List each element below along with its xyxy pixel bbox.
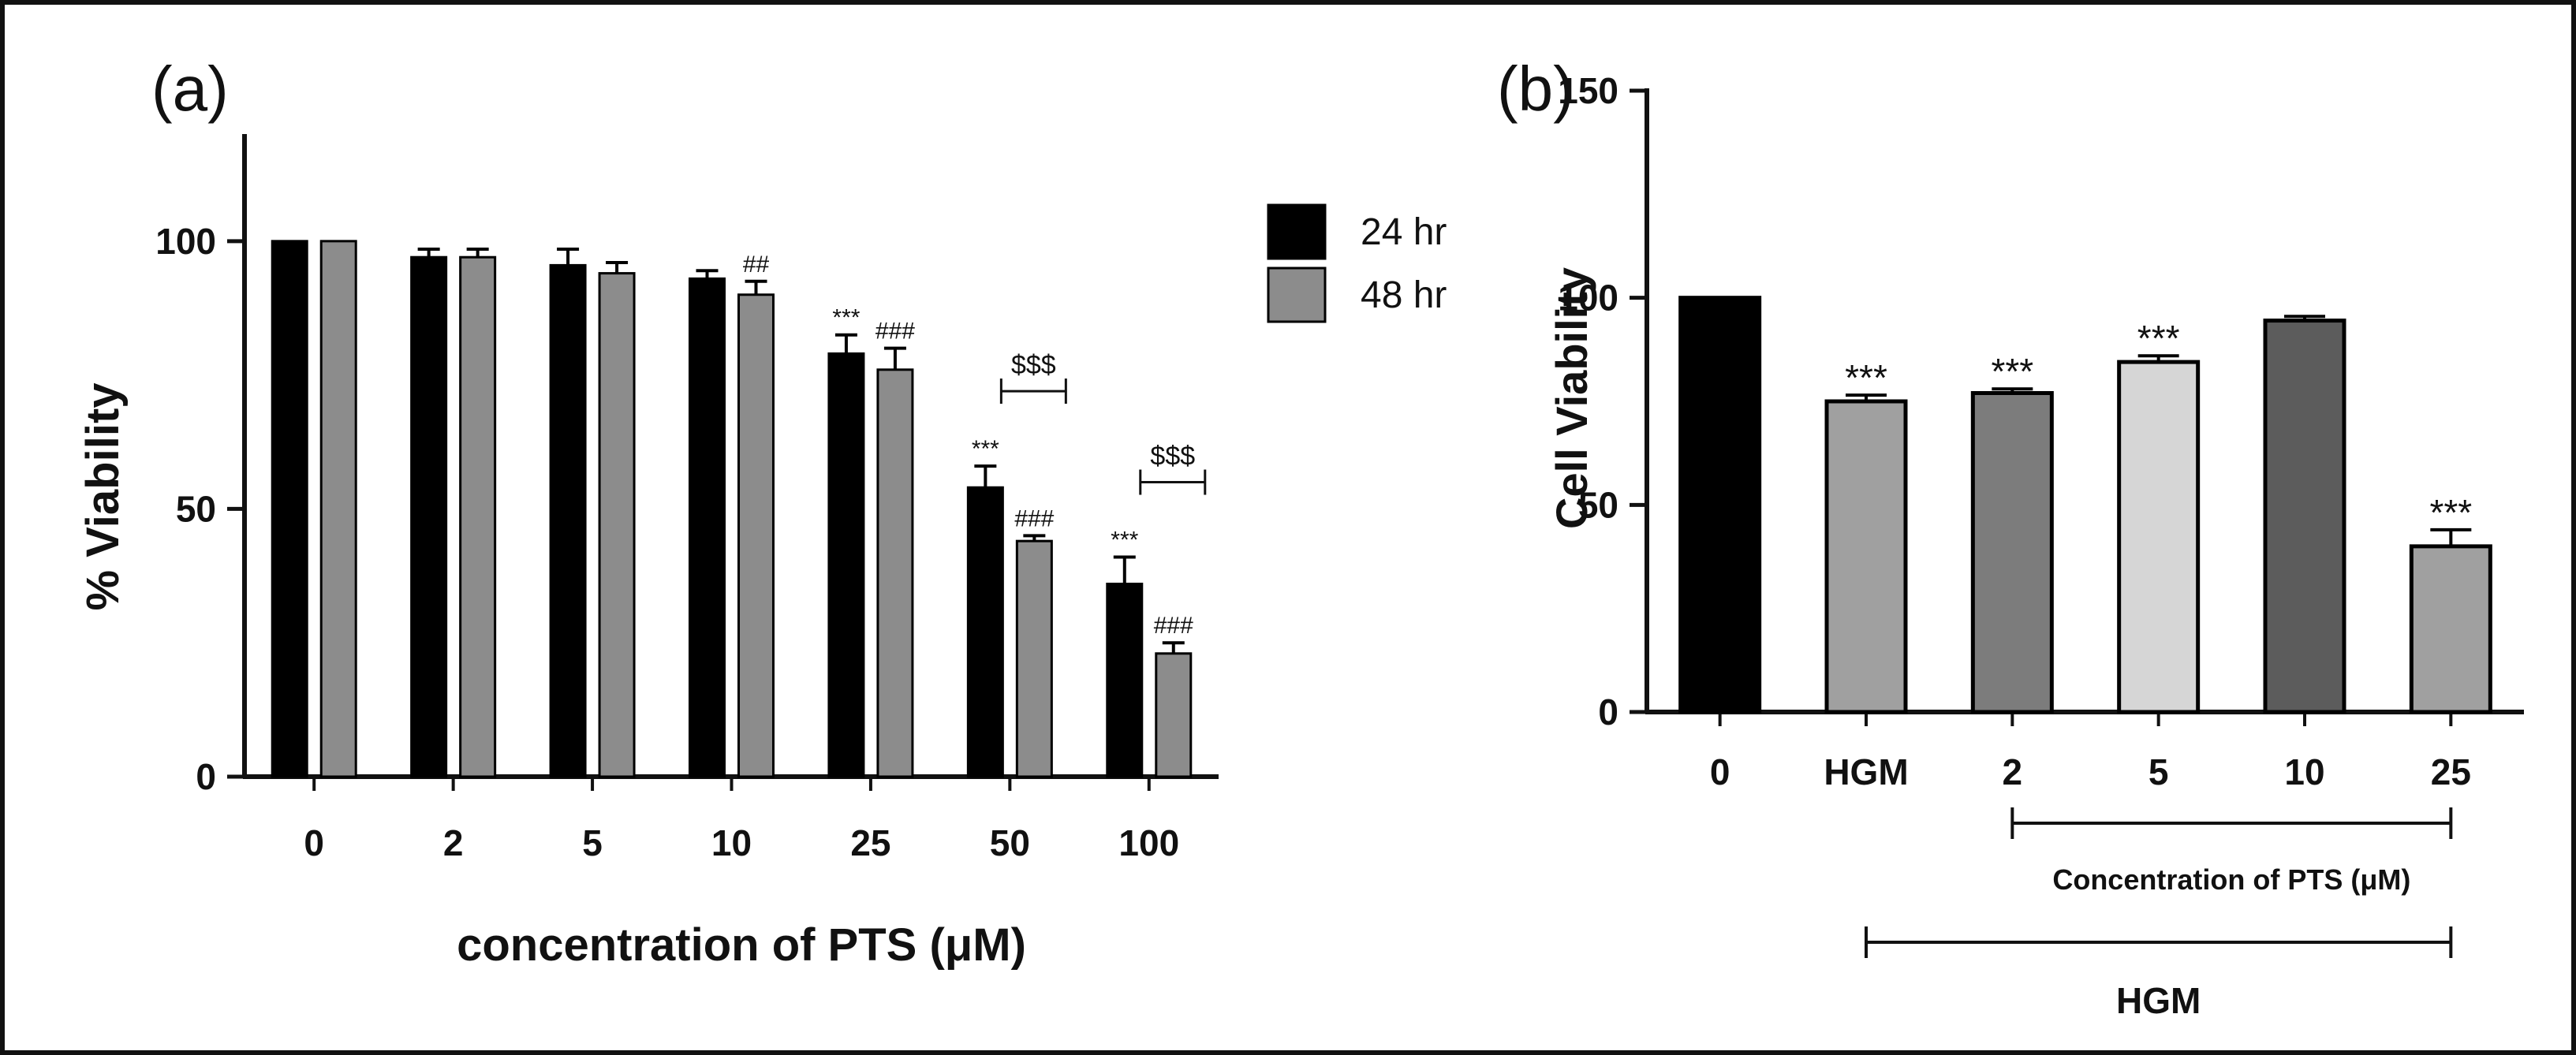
panel-a-label: (a) [151, 54, 229, 124]
panel-b-x-tick-label: 5 [2149, 751, 2169, 792]
legend-swatch-48hr [1267, 267, 1327, 323]
panel-b-y-tick-label: 50 [1578, 484, 1618, 525]
significance-48-hr-50: ### [1014, 505, 1054, 531]
panel-b-annotations: *** *** *** *** [1845, 318, 2472, 533]
panel-a-x-tick-label: 100 [1118, 822, 1179, 863]
bracket-100: $$$ [1139, 442, 1207, 495]
significance-5: *** [2137, 318, 2180, 359]
bar-48-hr-2 [459, 255, 497, 778]
group-label-hgm: HGM [2116, 980, 2201, 1021]
legend-label-24hr: 24 hr [1361, 211, 1447, 253]
panel-b-y-tick-label: 100 [1558, 278, 1618, 319]
bar-24-hr-50 [966, 486, 1004, 778]
bar-24-hr-100 [1106, 583, 1144, 778]
bar-48-hr-25 [876, 368, 914, 778]
panel-a-annotations: ## *** ### *** ### *** ### $$$ $$$ [743, 252, 1207, 639]
bar-10 [2263, 319, 2346, 714]
bracket-50: $$$ [999, 350, 1067, 404]
bar-24-hr-25 [827, 352, 865, 778]
significance-48-hr-10: ## [743, 252, 770, 278]
legend-swatch-24hr [1267, 203, 1327, 260]
panel-a-x-tick-label: 10 [711, 822, 752, 863]
legend-label-48hr: 48 hr [1361, 274, 1447, 316]
significance-24-hr-100: *** [1111, 528, 1138, 554]
bar-hgm [1824, 399, 1908, 714]
panel-b-y-tick-label: 150 [1558, 70, 1618, 111]
panel-a-y-tick-label: 0 [196, 756, 216, 797]
bar-24-hr-10 [689, 277, 726, 778]
bar-2 [1970, 390, 2054, 714]
group-bracket-concentration-of-pts-m: Concentration of PTS (μM) [2010, 807, 2453, 896]
group-bracket-hgm: HGM [1865, 926, 2453, 1021]
group-label-concentration-of-pts-m: Concentration of PTS (μM) [2052, 863, 2410, 896]
panel-a-y-tick-label: 100 [155, 221, 216, 262]
significance-48-hr-100: ### [1154, 613, 1193, 639]
panel-a-x-tick-label: 25 [850, 822, 890, 863]
panel-b-y-axis-title: Cell Viability [1547, 267, 1596, 529]
bar-48-hr-5 [598, 272, 636, 778]
panel-a-x-axis-title: concentration of PTS (μM) [457, 919, 1026, 971]
panel-b-x-tick-label: 10 [2284, 751, 2324, 792]
panel-b-y-tick-label: 0 [1598, 692, 1618, 733]
significance-24-hr-50: *** [972, 436, 999, 462]
significance-24-hr-25: *** [832, 305, 860, 331]
bracket-label-100: $$$ [1150, 442, 1195, 472]
panel-b-bars [1678, 296, 2492, 714]
panel-a: (a) % Viability concentration of PTS (μM… [77, 54, 1447, 971]
significance-2: *** [1991, 351, 2033, 392]
significance-48-hr-25: ### [875, 319, 915, 345]
bar-5 [2117, 360, 2201, 714]
panel-a-x-tick-label: 5 [582, 822, 603, 863]
bar-25 [2409, 544, 2492, 714]
panel-a-legend: 24 hr 48 hr [1267, 203, 1447, 323]
panel-a-x-tick-label: 0 [304, 822, 324, 863]
bar-24-hr-0 [271, 240, 308, 778]
panel-b-x-tick-label: HGM [1824, 751, 1908, 792]
panel-a-x-tick-label: 2 [443, 822, 464, 863]
panel-a-y-axis-title: % Viability [77, 382, 129, 610]
bar-48-hr-100 [1155, 652, 1193, 778]
bar-48-hr-0 [319, 240, 357, 778]
panel-a-bars [271, 240, 1193, 778]
bar-0 [1678, 296, 1762, 714]
panel-a-y-tick-label: 50 [176, 488, 216, 529]
bar-48-hr-10 [737, 293, 775, 778]
panel-b-x-tick-label: 25 [2431, 751, 2471, 792]
panel-a-x-tick-label: 50 [990, 822, 1030, 863]
bar-24-hr-2 [410, 255, 448, 778]
bracket-label-50: $$$ [1011, 350, 1056, 380]
panel-b-label: (b) [1497, 54, 1574, 124]
significance-hgm: *** [1845, 357, 1887, 398]
panel-b-x-tick-label: 2 [2003, 751, 2023, 792]
bar-24-hr-5 [549, 263, 587, 778]
bar-48-hr-50 [1015, 539, 1053, 778]
significance-25: *** [2429, 492, 2472, 533]
panel-b-group-labels: Concentration of PTS (μM) HGM [1865, 807, 2453, 1021]
panel-b-x-tick-label: 0 [1710, 751, 1730, 792]
